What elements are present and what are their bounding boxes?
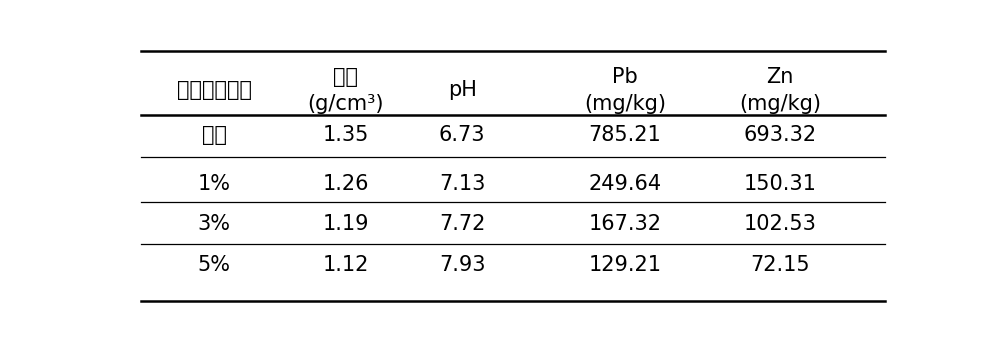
- Text: (mg/kg): (mg/kg): [584, 94, 666, 114]
- Text: 1.35: 1.35: [323, 125, 369, 145]
- Text: 3%: 3%: [198, 214, 231, 234]
- Text: Zn: Zn: [766, 67, 794, 87]
- Text: 693.32: 693.32: [743, 125, 816, 145]
- Text: 7.93: 7.93: [439, 255, 485, 275]
- Text: (mg/kg): (mg/kg): [739, 94, 821, 114]
- Text: 1.19: 1.19: [323, 214, 369, 234]
- Text: 7.13: 7.13: [439, 174, 485, 194]
- Text: 空白: 空白: [202, 125, 227, 145]
- Text: 7.72: 7.72: [439, 214, 485, 234]
- Text: 249.64: 249.64: [588, 174, 661, 194]
- Text: 1.12: 1.12: [323, 255, 369, 275]
- Text: pH: pH: [448, 80, 477, 100]
- Text: 102.53: 102.53: [743, 214, 816, 234]
- Text: 5%: 5%: [198, 255, 231, 275]
- Text: Pb: Pb: [612, 67, 638, 87]
- Text: 785.21: 785.21: [588, 125, 661, 145]
- Text: 1.26: 1.26: [323, 174, 369, 194]
- Text: 72.15: 72.15: [750, 255, 810, 275]
- Text: 容重: 容重: [333, 67, 358, 87]
- Text: 理化性质指标: 理化性质指标: [177, 80, 252, 100]
- Text: 1%: 1%: [198, 174, 231, 194]
- Text: (g/cm³): (g/cm³): [308, 94, 384, 114]
- Text: 6.73: 6.73: [439, 125, 485, 145]
- Text: 150.31: 150.31: [743, 174, 816, 194]
- Text: 129.21: 129.21: [588, 255, 661, 275]
- Text: 167.32: 167.32: [588, 214, 661, 234]
